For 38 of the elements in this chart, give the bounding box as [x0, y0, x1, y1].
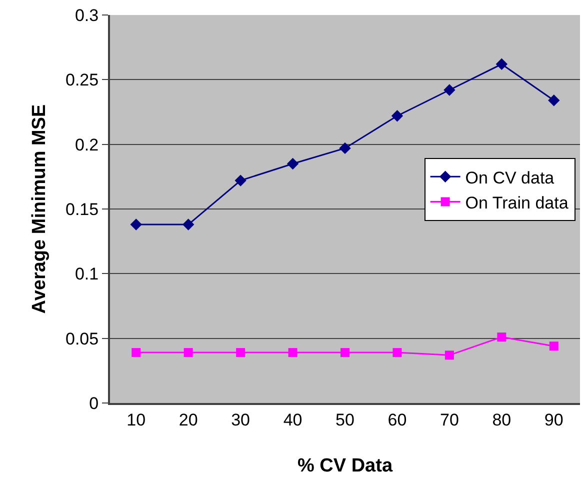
point: [288, 348, 298, 358]
x-tick-label: 70: [440, 410, 459, 430]
y-tick-label: 0.05: [66, 329, 99, 348]
point: [286, 158, 299, 170]
point: [549, 342, 558, 351]
y-tick-label: 0.1: [74, 264, 99, 284]
x-tick-label: 40: [283, 410, 302, 430]
point: [236, 348, 246, 358]
y-tick-label: 0.3: [74, 6, 99, 25]
y-axis-title: Average Minimum MSE: [28, 104, 50, 314]
legend-label: On CV data: [465, 168, 555, 188]
point: [391, 110, 404, 122]
point: [339, 142, 351, 154]
legend-label: On Train data: [465, 193, 569, 212]
x-tick-label: 60: [388, 410, 407, 430]
point: [340, 348, 350, 358]
y-tick-label: 0.15: [66, 200, 99, 219]
point: [444, 84, 456, 96]
point: [548, 94, 560, 106]
point: [392, 348, 402, 358]
point: [497, 332, 506, 342]
x-tick-label: 80: [492, 410, 512, 430]
point: [130, 218, 142, 230]
point: [496, 58, 508, 70]
x-tick-label: 50: [336, 410, 354, 430]
x-tick-label: 10: [126, 410, 146, 430]
point: [444, 350, 454, 360]
point: [132, 348, 141, 358]
y-tick-label: 0.2: [74, 135, 99, 154]
x-axis-title: % CV Data: [297, 456, 393, 477]
x-tick-label: 30: [231, 410, 250, 430]
x-tick-label: 90: [544, 410, 564, 430]
y-tick-label: 0: [89, 394, 99, 413]
x-tick-label: 20: [178, 410, 198, 430]
point: [234, 174, 246, 186]
point: [184, 348, 193, 358]
point: [182, 218, 194, 230]
y-tick-label: 0.25: [66, 70, 99, 90]
